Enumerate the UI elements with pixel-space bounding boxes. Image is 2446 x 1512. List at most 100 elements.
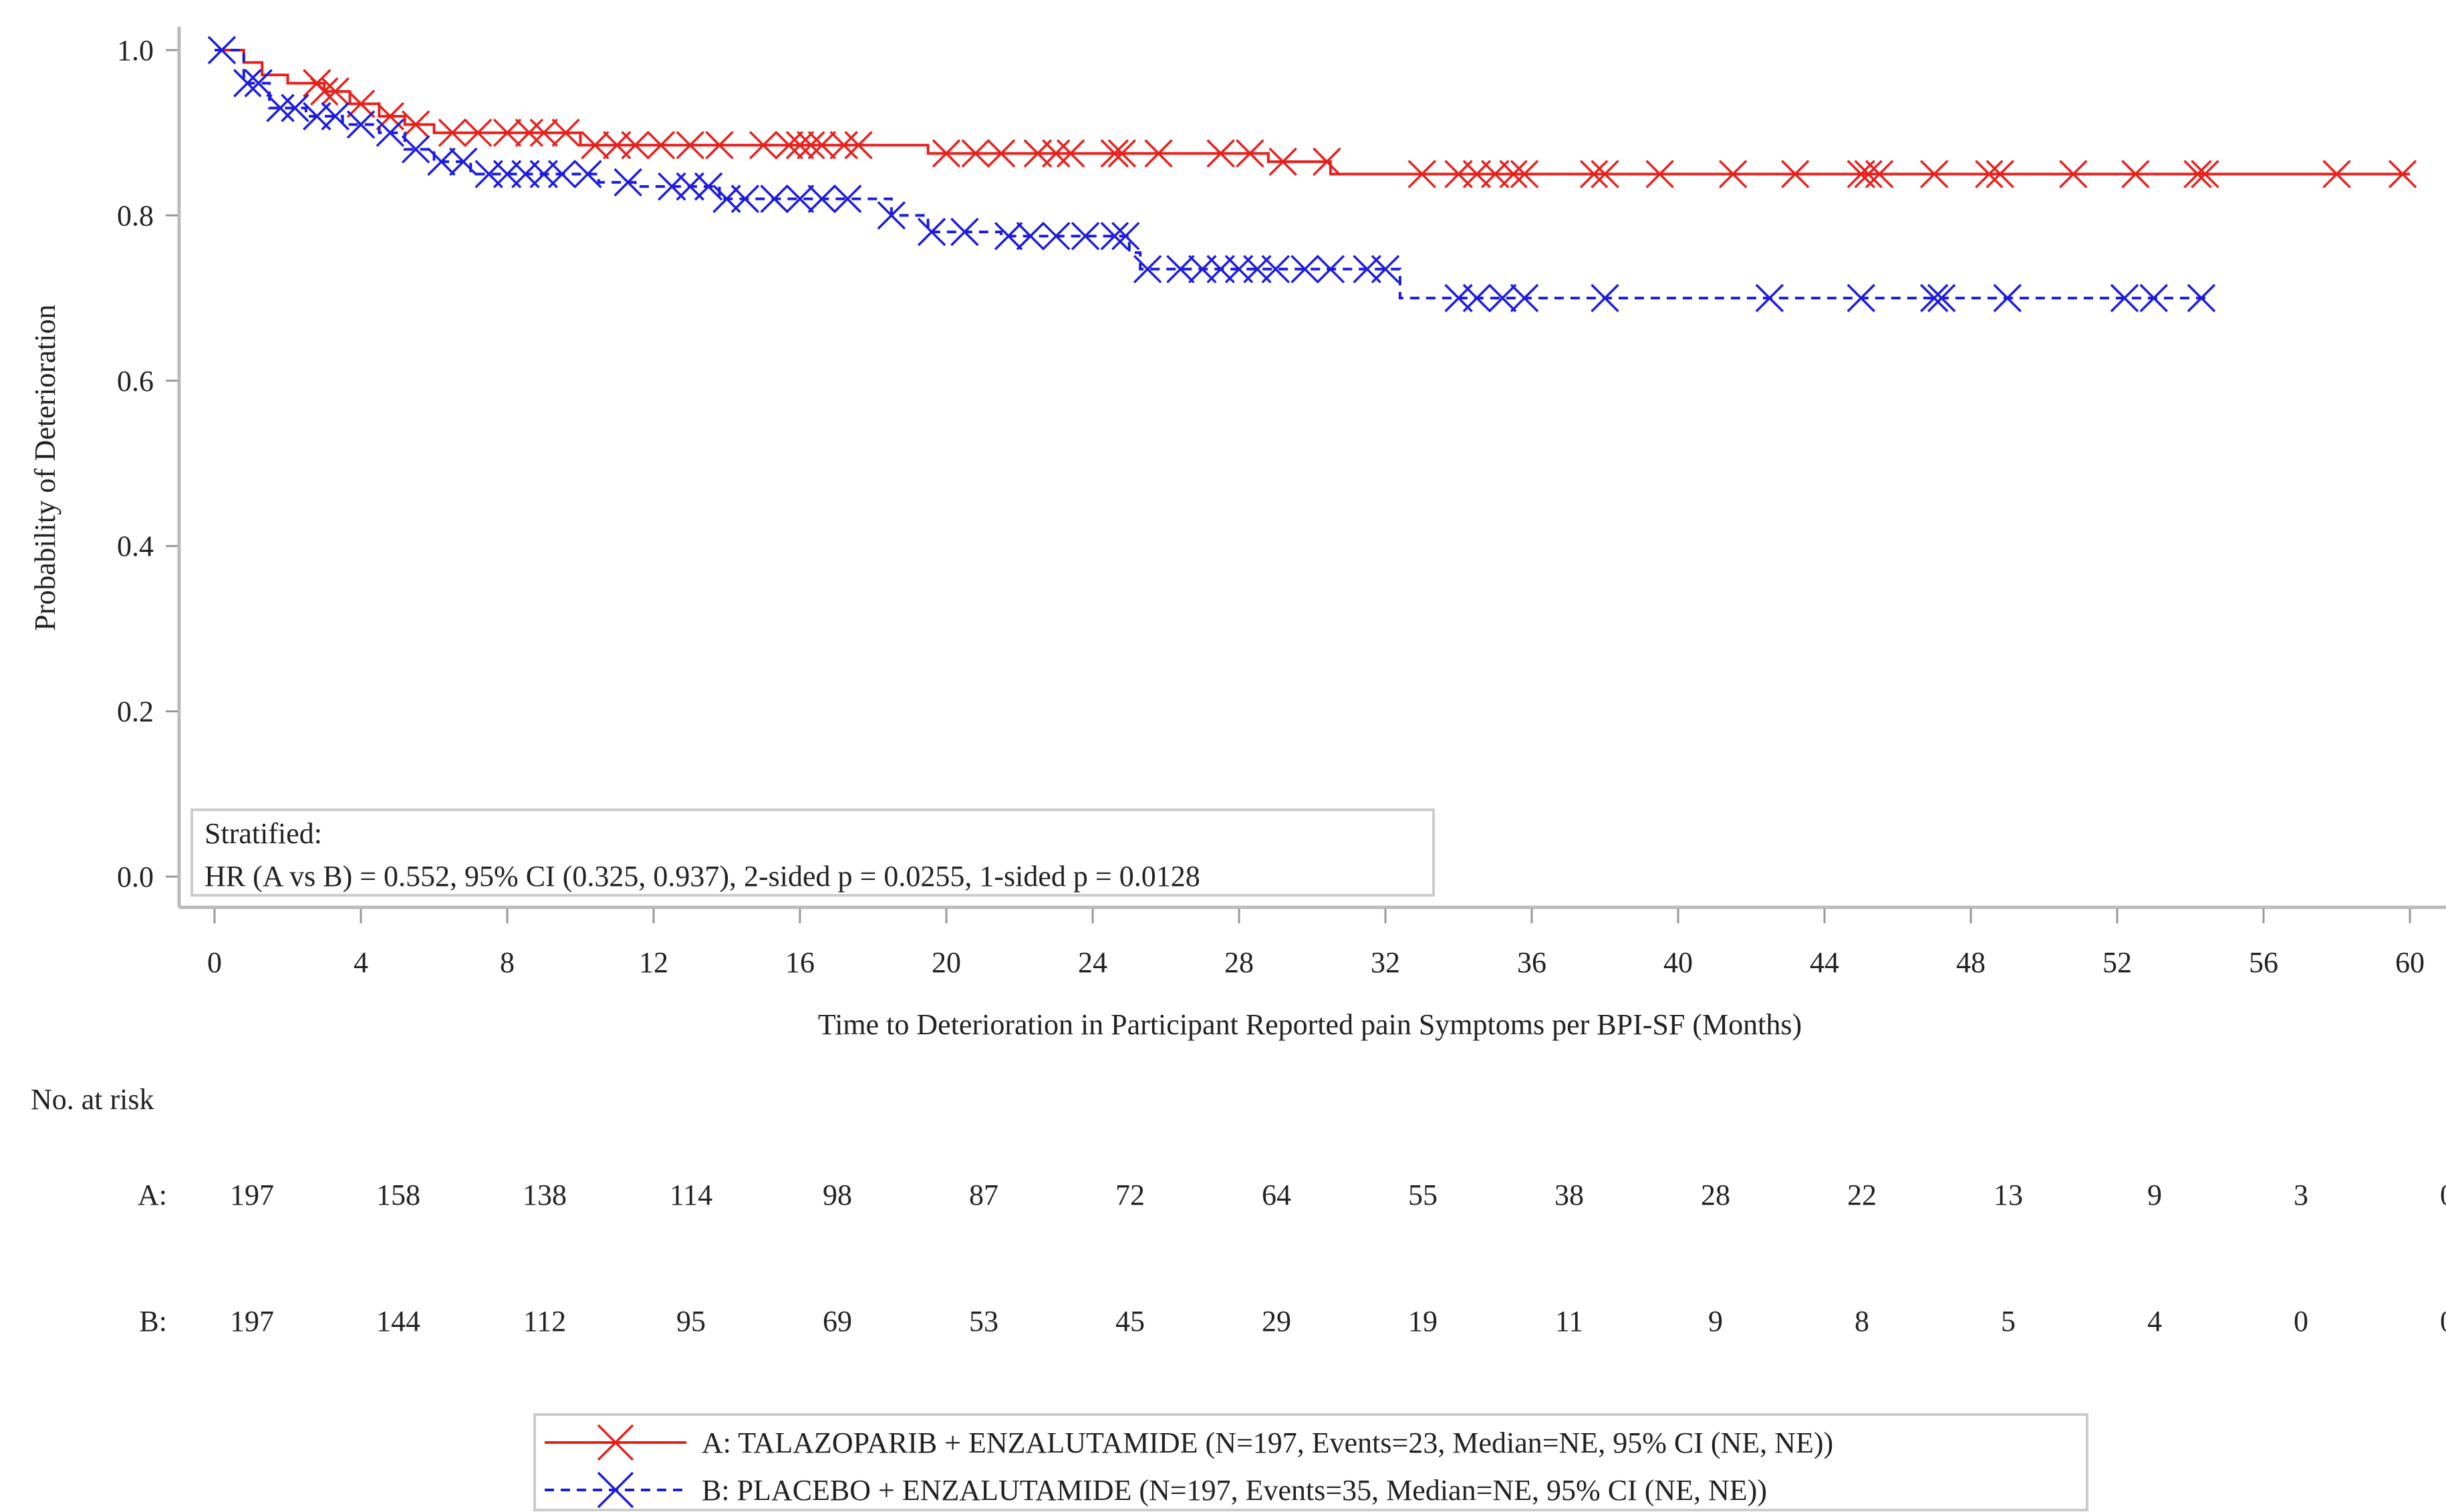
stats-box-hr: HR (A vs B) = 0.552, 95% CI (0.325, 0.93… (205, 860, 1200, 893)
censor-mark (1755, 283, 1784, 313)
y-ticks: 0.0 0.2 0.4 0.6 0.8 1.0 (117, 34, 178, 893)
series-a (215, 49, 2417, 188)
censor-mark (438, 118, 467, 147)
legend-item-b: B: PLACEBO + ENZALUTAMIDE (N=197, Events… (545, 1471, 1767, 1509)
censor-mark (281, 94, 309, 122)
at-risk-value: 13 (1994, 1179, 2023, 1211)
x-tick-label: 36 (1517, 946, 1546, 979)
censor-mark (833, 184, 862, 213)
x-axis-label: Time to Deterioration in Participant Rep… (818, 1008, 1802, 1041)
censor-mark (1236, 139, 1264, 168)
censor-mark (614, 168, 642, 197)
axes (177, 27, 2446, 909)
legend-frame (533, 1413, 2088, 1511)
at-risk-row-label: B: (139, 1305, 167, 1338)
at-risk-value: 197 (230, 1179, 274, 1211)
censor-mark (1042, 222, 1071, 251)
at-risk-value: 114 (670, 1179, 712, 1211)
x-tick-label: 4 (354, 946, 368, 979)
censor-mark (1591, 160, 1619, 188)
censor-mark (1016, 222, 1045, 251)
censor-mark (376, 118, 405, 147)
at-risk-value: 72 (1115, 1179, 1145, 1211)
y-axis-label: Probability of Deterioration (29, 305, 61, 631)
at-risk-value: 19 (1408, 1305, 1438, 1338)
y-tick-label: 1.0 (117, 34, 154, 67)
at-risk-value: 69 (823, 1305, 852, 1338)
censor-mark (1111, 222, 1140, 251)
censor-mark (877, 201, 906, 230)
censor-mark (807, 131, 837, 160)
x-tick-label: 40 (1663, 946, 1693, 979)
x-tick-label: 56 (2249, 946, 2278, 979)
censor-mark (749, 131, 778, 160)
at-risk-value: 9 (1708, 1305, 1723, 1338)
at-risk-value: 22 (1847, 1179, 1877, 1211)
at-risk-value: 11 (1555, 1305, 1583, 1338)
x-tick-label: 48 (1956, 946, 1986, 979)
x-tick-label: 0 (207, 946, 222, 979)
at-risk-value: 4 (2147, 1305, 2162, 1338)
legend-label: A: TALAZOPARIB + ENZALUTAMIDE (N=197, Ev… (702, 1426, 1833, 1459)
censor-mark (1290, 255, 1319, 284)
censor-mark (730, 184, 760, 213)
series-b (207, 35, 2216, 313)
censor-mark (2059, 160, 2088, 188)
curves (207, 35, 2417, 313)
censor-mark (1993, 283, 2022, 313)
censor-mark (1056, 139, 1085, 168)
censor-mark (1407, 160, 1436, 188)
censor-mark (932, 139, 961, 168)
censor-mark (1927, 283, 1956, 313)
censor-mark (1100, 139, 1129, 168)
x-tick-label: 32 (1371, 946, 1400, 979)
censor-mark (1316, 255, 1345, 284)
censor-mark (2388, 160, 2417, 188)
at-risk-row-label: A: (138, 1179, 167, 1211)
censor-mark (760, 184, 789, 213)
censor-mark (676, 131, 704, 160)
at-risk-value: 95 (676, 1305, 706, 1338)
at-risk-value: 53 (969, 1305, 998, 1338)
censor-mark (1042, 139, 1071, 168)
censor-mark (1488, 283, 1517, 313)
censor-mark (244, 69, 273, 98)
censor-mark (2121, 160, 2150, 188)
x-tick-label: 20 (932, 946, 961, 979)
censor-mark (785, 184, 815, 213)
censor-mark (1920, 283, 1949, 313)
y-tick-label: 0.2 (117, 696, 154, 728)
censor-mark (1986, 160, 2015, 188)
censor-mark (1371, 255, 1400, 284)
x-tick-label: 44 (1810, 946, 1839, 979)
at-risk-value: 0 (2440, 1305, 2446, 1338)
at-risk-value: 5 (2001, 1305, 2016, 1338)
censor-mark (573, 160, 602, 188)
censor-mark (1107, 139, 1137, 168)
censor-mark (2183, 160, 2212, 188)
censor-mark (844, 131, 873, 160)
censor-mark (1780, 160, 1810, 188)
at-risk-value: 55 (1408, 1179, 1438, 1211)
censor-mark (621, 131, 650, 160)
x-tick-label: 52 (2102, 946, 2132, 979)
censor-mark (994, 222, 1023, 251)
at-risk-title: No. at risk (31, 1083, 154, 1116)
censor-mark (1847, 283, 1875, 313)
x-tick-label: 8 (500, 946, 515, 979)
at-risk-value: 138 (523, 1179, 567, 1211)
censor-mark (321, 77, 350, 106)
censor-mark (1133, 255, 1162, 284)
censor-mark (427, 147, 456, 176)
censor-mark (515, 118, 544, 147)
censor-mark (2322, 160, 2351, 188)
censor-mark (1100, 222, 1129, 251)
x-tick-label: 60 (2395, 946, 2425, 979)
censor-mark (2191, 160, 2219, 188)
at-risk-value: 38 (1554, 1179, 1584, 1211)
censor-mark (233, 69, 262, 98)
at-risk-value: 144 (376, 1305, 420, 1338)
censor-mark (1645, 160, 1674, 188)
censor-mark (986, 139, 1016, 168)
